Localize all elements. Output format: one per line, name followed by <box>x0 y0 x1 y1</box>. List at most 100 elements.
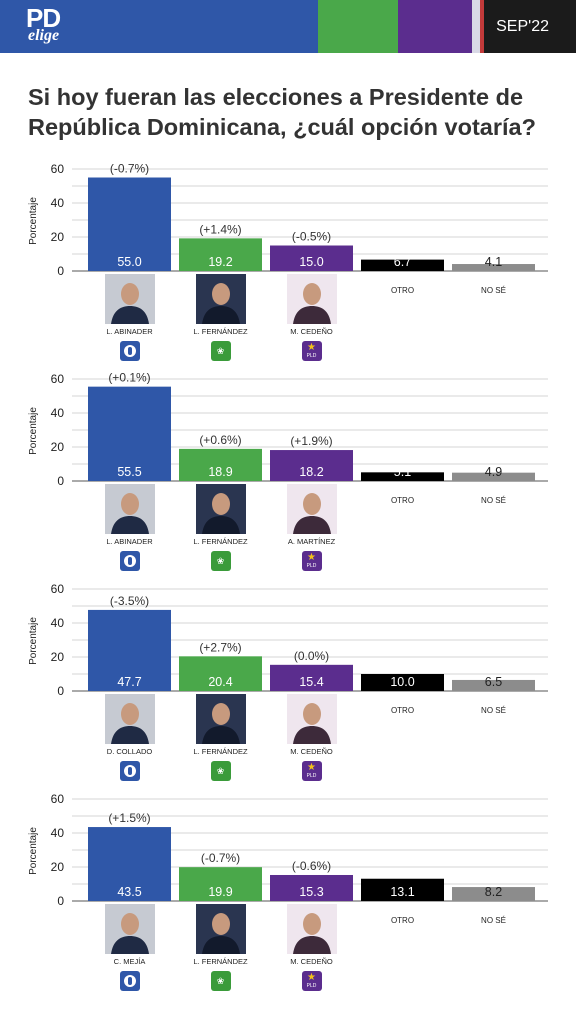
change-label: (0.0%) <box>294 649 329 663</box>
prm-logo-mark <box>123 765 136 777</box>
fp-icon: ❀ <box>210 551 231 571</box>
leaf-icon: ❀ <box>216 975 225 986</box>
bar <box>88 827 171 901</box>
leaf-icon: ❀ <box>216 555 225 566</box>
y-tick-label: 60 <box>51 372 65 386</box>
bar-value-label: 19.9 <box>208 885 232 899</box>
category-label: OTRO <box>391 286 414 295</box>
fp-icon: ❀ <box>210 341 231 361</box>
candidate-photo <box>104 904 155 954</box>
person-icon <box>110 493 149 534</box>
bar-chart: 0 20 40 60 Porcentaje 43.5 (+1.5%) 19.9 (-0.7%) 1… <box>28 792 548 925</box>
bar <box>270 245 353 271</box>
header-bar: PD elige SEP'22 <box>0 0 576 53</box>
header-green-band <box>318 0 398 53</box>
bar <box>361 674 444 691</box>
y-axis-label: Porcentaje <box>28 407 39 455</box>
candidate-name: L. ABINADER <box>106 327 153 336</box>
chart-panel: 0 20 40 60 Porcentaje 55.0 (-0.7%) 19.2 (+1.4%) 1… <box>0 160 576 365</box>
category-label: NO SÉ <box>481 286 506 295</box>
candidate-photo <box>195 904 246 954</box>
bar <box>179 656 262 691</box>
y-tick-label: 0 <box>57 684 64 698</box>
person-icon <box>292 283 331 324</box>
y-axis-label: Porcentaje <box>28 827 39 875</box>
pld-icon: ★ PLD <box>301 341 322 361</box>
person-icon <box>201 703 240 744</box>
bar-value-label: 55.0 <box>117 255 141 269</box>
bar <box>88 609 171 691</box>
header-purple-band <box>398 0 472 53</box>
bar-value-label: 18.9 <box>208 465 232 479</box>
y-tick-label: 40 <box>51 826 65 840</box>
star-icon: ★ <box>307 972 316 983</box>
pld-label: PLD <box>306 983 317 989</box>
candidate-photo <box>195 694 246 744</box>
candidate-name: L. FERNÁNDEZ <box>193 327 248 336</box>
person-icon <box>110 913 149 954</box>
bar <box>88 177 171 271</box>
bar <box>361 878 444 901</box>
bar <box>361 472 444 481</box>
candidate-photo <box>286 484 337 534</box>
bar <box>270 874 353 901</box>
candidate-photo <box>195 274 246 324</box>
y-tick-label: 0 <box>57 894 64 908</box>
bar-chart: 0 20 40 60 Porcentaje 47.7 (-3.5%) 20.4 (+2.7%) 1… <box>28 582 548 715</box>
bar <box>361 259 444 271</box>
y-axis-label: Porcentaje <box>28 617 39 665</box>
y-tick-label: 60 <box>51 162 65 176</box>
bar <box>270 664 353 691</box>
y-tick-label: 20 <box>51 650 65 664</box>
person-icon <box>201 913 240 954</box>
prm-icon <box>119 761 140 781</box>
bar-value-label: 4.1 <box>485 255 502 269</box>
y-tick-label: 60 <box>51 582 65 596</box>
candidate-name: A. MARTÍNEZ <box>287 537 336 546</box>
pld-label: PLD <box>306 353 317 359</box>
pld-icon: ★ PLD <box>301 551 322 571</box>
leaf-icon: ❀ <box>216 765 225 776</box>
person-icon <box>292 493 331 534</box>
bar-value-label: 10.0 <box>390 675 414 689</box>
change-label: (-0.7%) <box>201 851 240 865</box>
bar <box>452 887 535 901</box>
person-icon <box>292 703 331 744</box>
prm-icon <box>119 551 140 571</box>
bar-value-label: 19.2 <box>208 255 232 269</box>
bar <box>452 472 535 481</box>
candidate-name: M. CEDEÑO <box>290 327 333 336</box>
bar-value-label: 4.9 <box>485 465 502 479</box>
page-title: Si hoy fueran las elecciones a President… <box>28 84 536 140</box>
bar <box>452 679 535 691</box>
category-label: NO SÉ <box>481 706 506 715</box>
person-icon <box>110 703 149 744</box>
candidate-name: L. FERNÁNDEZ <box>193 537 248 546</box>
logo-pd: PD <box>26 3 61 33</box>
chart-panel: 0 20 40 60 Porcentaje 47.7 (-3.5%) 20.4 (+2.7%) 1… <box>0 580 576 785</box>
category-label: NO SÉ <box>481 916 506 925</box>
fp-icon: ❀ <box>210 971 231 991</box>
chart-panel: 0 20 40 60 Porcentaje 55.5 (+0.1%) 18.9 (+0.6%) 1… <box>0 370 576 575</box>
candidate-photo <box>104 484 155 534</box>
candidate-photo <box>195 484 246 534</box>
bar-value-label: 15.3 <box>299 885 323 899</box>
change-label: (-0.5%) <box>292 230 331 244</box>
prm-logo-mark <box>123 975 136 987</box>
star-icon: ★ <box>307 762 316 773</box>
y-tick-label: 20 <box>51 440 65 454</box>
change-label: (+0.1%) <box>108 371 150 385</box>
bar-value-label: 43.5 <box>117 885 141 899</box>
prm-logo-mark <box>123 345 136 357</box>
pld-icon: ★ PLD <box>301 971 322 991</box>
leaf-icon: ❀ <box>216 345 225 356</box>
candidate-photo <box>286 694 337 744</box>
change-label: (+1.9%) <box>290 434 332 448</box>
y-axis-label: Porcentaje <box>28 197 39 245</box>
y-tick-label: 40 <box>51 196 65 210</box>
candidate-photo <box>286 904 337 954</box>
bar <box>179 238 262 271</box>
header-gap-band <box>472 0 480 53</box>
candidate-name: L. FERNÁNDEZ <box>193 957 248 966</box>
candidate-name: L. ABINADER <box>106 537 153 546</box>
